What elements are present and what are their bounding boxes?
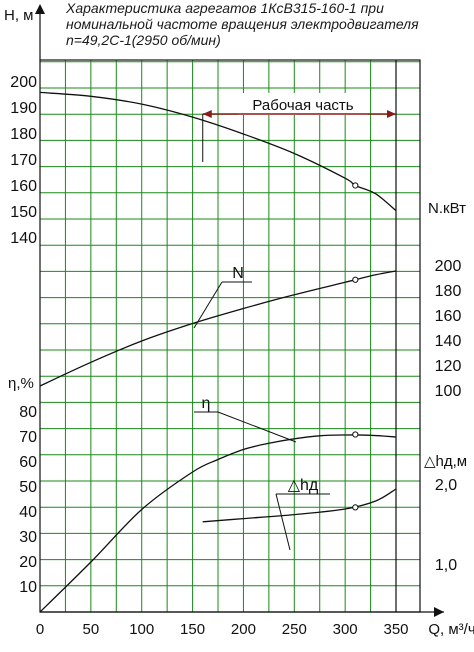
series-line-eta (39, 434, 397, 613)
tick-labels: 0 50 100 150 200 250 300 350 Q, м³/ч 200 190 180 170… (4, 7, 474, 638)
plot-border (39, 59, 421, 613)
series-line-H (39, 91, 397, 212)
series-marker-H (352, 182, 359, 189)
eta-tick-label: 40 (19, 504, 37, 521)
h-tick-label: 140 (10, 230, 37, 247)
n-curve-leader (193, 281, 223, 329)
n-axis-label: N.кВт (428, 200, 466, 217)
n-tick-label: 160 (435, 308, 462, 325)
eta-tick-label: 50 (19, 479, 37, 496)
h-tick-label: 190 (10, 100, 37, 117)
h-tick-label: 200 (10, 74, 37, 91)
dh-curve-label: △hд (288, 477, 319, 494)
working-zone-arrow-left (202, 110, 212, 118)
eta-tick-label: 80 (19, 404, 37, 421)
working-zone-label: Рабочая часть (252, 97, 353, 114)
chart-title-line-2: номинальной частоте вращения электродвиг… (66, 16, 419, 32)
x-axis-label: Q, м³/ч (428, 621, 474, 638)
chart-frame (35, 4, 444, 617)
h-axis-label: H, м (4, 7, 33, 24)
chart-curves (39, 91, 397, 613)
n-tick-label: 200 (435, 258, 462, 275)
x-tick-label: 100 (129, 621, 154, 638)
eta-curve-label: η (202, 395, 211, 412)
h-tick-label: 170 (10, 152, 37, 169)
x-tick-label: 150 (180, 621, 205, 638)
n-tick-label: 100 (435, 383, 462, 400)
y-axis-arrow (35, 4, 45, 14)
eta-tick-label: 10 (19, 579, 37, 596)
n-curve-label: N (232, 265, 244, 282)
n-tick-label: 180 (435, 283, 462, 300)
n-tick-label: 120 (435, 358, 462, 375)
x-axis-arrow (434, 607, 444, 617)
working-zone-arrow-right (387, 110, 396, 118)
x-tick-label: 0 (36, 621, 44, 638)
x-tick-label: 200 (231, 621, 256, 638)
dh-axis-label: △hд,м (424, 453, 467, 470)
dh-tick-label: 1,0 (435, 557, 457, 574)
chart-title-line-1: Характеристика агрегатов 1КсВ315-160-1 п… (66, 0, 384, 16)
h-tick-label: 180 (10, 126, 37, 143)
eta-curve-leader (217, 411, 297, 443)
x-tick-label: 350 (383, 621, 408, 638)
chart-title-line-3: n=49,2С-1(2950 об/мин) (66, 32, 221, 48)
eta-tick-label: 60 (19, 454, 37, 471)
x-tick-label: 250 (282, 621, 307, 638)
dh-tick-label: 2,0 (435, 477, 457, 494)
x-tick-label: 50 (83, 621, 100, 638)
series-marker-dh (352, 504, 359, 511)
eta-axis-label: η,% (8, 375, 34, 392)
chart-grid (39, 60, 420, 613)
dh-curve-leader (275, 493, 291, 551)
series-line-N (39, 270, 397, 387)
n-tick-label: 140 (435, 333, 462, 350)
series-marker-eta (352, 431, 359, 438)
x-tick-label: 300 (333, 621, 358, 638)
chart-annotations: Рабочая часть Nη △hд (193, 93, 396, 551)
eta-tick-label: 70 (19, 429, 37, 446)
h-tick-label: 150 (10, 204, 37, 221)
eta-tick-label: 30 (19, 529, 37, 546)
h-tick-label: 160 (10, 178, 37, 195)
series-marker-N (352, 276, 359, 283)
eta-tick-label: 20 (19, 554, 37, 571)
series-line-dh (202, 488, 397, 523)
working-zone-label-bg (238, 93, 368, 115)
